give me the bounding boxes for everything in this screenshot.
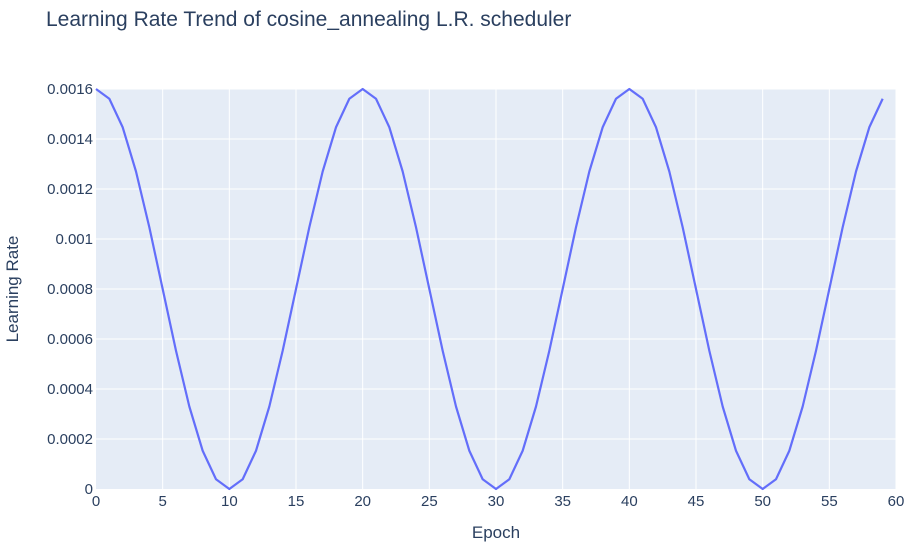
x-tick-label: 45 — [688, 493, 705, 510]
y-tick-label: 0.0008 — [47, 281, 93, 298]
y-tick-label: 0.0014 — [47, 131, 93, 148]
x-tick-label: 50 — [754, 493, 771, 510]
x-tick-label: 5 — [158, 493, 166, 510]
x-axis-ticks: 0 5 10 15 20 25 30 35 40 45 50 55 60 — [92, 493, 905, 510]
x-tick-label: 35 — [554, 493, 571, 510]
x-tick-label: 60 — [888, 493, 905, 510]
x-tick-label: 10 — [221, 493, 238, 510]
y-tick-label: 0.0004 — [47, 381, 93, 398]
series-line — [95, 87, 884, 491]
y-tick-label: 0.0016 — [47, 81, 93, 98]
x-tick-label: 25 — [421, 493, 438, 510]
x-tick-label: 20 — [354, 493, 371, 510]
x-axis-label: Epoch — [472, 523, 520, 542]
y-axis-ticks: 0 0.0002 0.0004 0.0006 0.0008 0.001 0.0012 0.00… — [47, 81, 93, 498]
y-tick-label: 0.0012 — [47, 181, 93, 198]
x-tick-label: 40 — [621, 493, 638, 510]
chart-title: Learning Rate Trend of cosine_annealing … — [46, 8, 571, 31]
y-tick-label: 0 — [85, 481, 93, 498]
y-axis-label: Learning Rate — [3, 236, 22, 343]
x-tick-label: 30 — [488, 493, 505, 510]
y-tick-label: 0.0006 — [47, 331, 93, 348]
x-tick-label: 55 — [821, 493, 838, 510]
y-tick-label: 0.001 — [55, 231, 93, 248]
y-tick-label: 0.0002 — [47, 431, 93, 448]
x-tick-label: 0 — [92, 493, 100, 510]
x-tick-label: 15 — [288, 493, 305, 510]
